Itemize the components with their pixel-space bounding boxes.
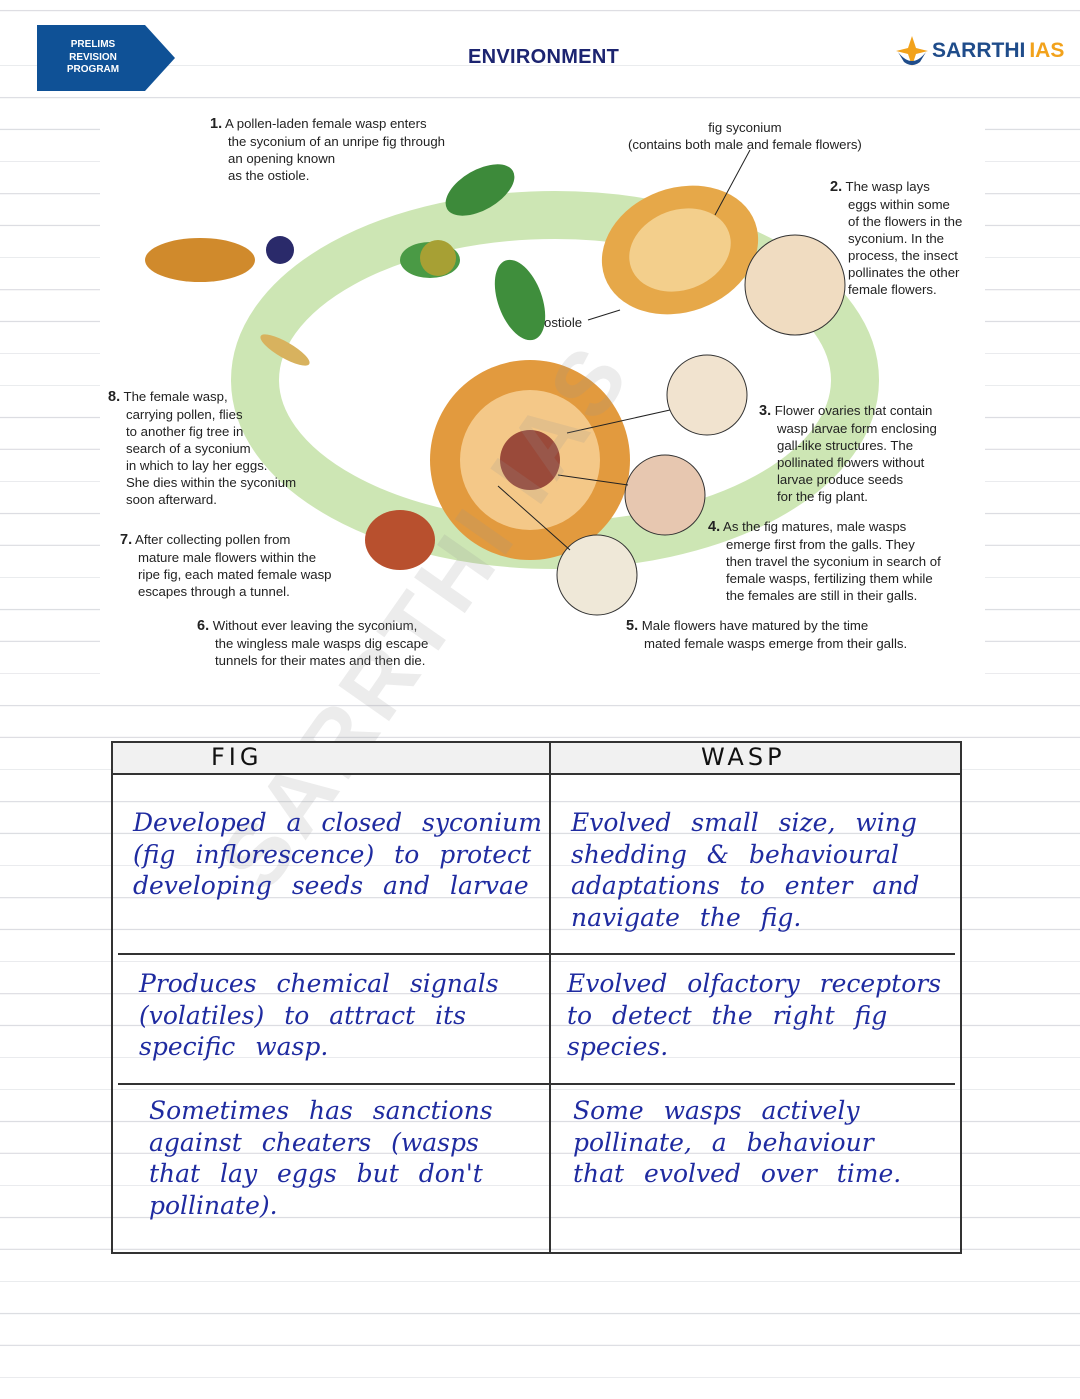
caption-line: process, the insect: [848, 248, 958, 263]
logo-star-icon: [896, 36, 928, 66]
fig-wasp-life-cycle-diagram: 1. A pollen-laden female wasp enters the …: [100, 100, 985, 680]
table-cell-fig-2: Produces chemical signals (volatiles) to…: [139, 969, 499, 1061]
caption-line: female wasps, fertilizing them while: [726, 571, 933, 586]
table-cell-fig-1: Developed a closed syconium (fig inflore…: [133, 808, 542, 900]
caption-line: mature male flowers within the: [138, 550, 317, 565]
step-number: 2.: [830, 179, 843, 195]
label-line: fig syconium: [708, 120, 782, 135]
caption-line: carrying pollen, flies: [126, 407, 243, 422]
caption-line: of the flowers in the: [848, 214, 963, 229]
badge-line: PROGRAM: [66, 64, 120, 75]
label-fig-syconium: fig syconium (contains both male and fema…: [628, 119, 862, 153]
caption-line: After collecting pollen from: [135, 532, 291, 547]
column-divider: [549, 743, 551, 1252]
badge-shape: [37, 25, 175, 91]
caption-line: syconium. In the: [848, 231, 945, 246]
wasps: [145, 236, 435, 570]
caption-line: mated female wasps emerge from their gal…: [644, 636, 908, 651]
step-number: 8.: [108, 389, 121, 405]
step-number: 5.: [626, 618, 639, 634]
step-number: 1.: [210, 116, 223, 132]
row-divider: [118, 1083, 955, 1085]
table-header-cell: WASP: [551, 743, 960, 775]
caption-line: larvae produce seeds: [777, 472, 904, 487]
header-wasp: WASP: [701, 743, 786, 771]
caption-line: then travel the syconium in search of: [726, 554, 941, 569]
caption-line: pollinated flowers without: [777, 455, 925, 470]
caption-step-3: 3. Flower ovaries that contain wasp larva…: [759, 402, 937, 505]
ripe-fig-cut: [430, 354, 748, 616]
label-line: (contains both male and female flowers): [628, 137, 862, 152]
badge-line: PRELIMS: [70, 39, 116, 50]
caption-line: soon afterward.: [126, 492, 217, 507]
header-fig: FIG: [211, 743, 263, 771]
caption-step-1: 1. A pollen-laden female wasp enters the …: [210, 115, 445, 184]
caption-line: A pollen-laden female wasp enters: [225, 116, 427, 131]
caption-line: an opening known: [228, 151, 336, 166]
caption-step-6: 6. Without ever leaving the syconium, the…: [197, 617, 428, 669]
caption-line: as the ostiole.: [228, 168, 310, 183]
table-header-cell: FIG: [113, 743, 549, 775]
caption-line: female flowers.: [848, 282, 937, 297]
logo-accent: IAS: [1029, 39, 1065, 62]
caption-line: Flower ovaries that contain: [774, 403, 933, 418]
diagram-illustration: [145, 149, 879, 616]
caption-step-8: 8. The female wasp, carrying pollen, flie…: [108, 388, 296, 508]
caption-line: ripe fig, each mated female wasp: [138, 567, 332, 582]
caption-line: eggs within some: [848, 197, 950, 212]
caption-line: The female wasp,: [123, 389, 228, 404]
step-number: 7.: [120, 532, 133, 548]
unripe-fig-cut: [601, 185, 846, 336]
row-divider: [118, 953, 955, 955]
table-cell-wasp-1: Evolved small size, wing shedding & beha…: [571, 808, 920, 932]
caption-line: for the fig plant.: [777, 489, 868, 504]
caption-line: search of a syconium: [126, 441, 251, 456]
caption-line: in which to lay her eggs.: [126, 458, 268, 473]
caption-step-2: 2. The wasp lays eggs within some of the f…: [830, 178, 962, 298]
caption-step-5: 5. Male flowers have matured by the time…: [626, 617, 907, 652]
caption-line: tunnels for their mates and then die.: [215, 653, 426, 668]
program-badge: PRELIMS REVISION PROGRAM: [37, 25, 175, 91]
badge-line: REVISION: [69, 51, 117, 63]
caption-line: gall-like structures. The: [777, 438, 914, 453]
caption-line: escapes through a tunnel.: [138, 584, 290, 599]
caption-line: the wingless male wasps dig escape: [215, 636, 429, 651]
caption-line: the females are still in their galls.: [726, 588, 918, 603]
caption-step-4: 4. As the fig matures, male wasps emerge …: [708, 518, 941, 604]
page-title: ENVIRONMENT: [468, 46, 620, 68]
table-cell-fig-3: Sometimes has sanctions against cheaters…: [149, 1096, 493, 1220]
table-cell-wasp-2: Evolved olfactory receptors to detect th…: [567, 969, 942, 1061]
caption-line: The wasp lays: [845, 179, 930, 194]
step-number: 3.: [759, 403, 772, 419]
label-ostiole: ostiole: [544, 315, 583, 330]
step-number: 4.: [708, 519, 721, 535]
fig-wasp-comparison-table: FIG WASP Developed a closed syconium (fi…: [111, 741, 962, 1254]
caption-line: the syconium of an unripe fig through: [228, 134, 445, 149]
caption-line: Without ever leaving the syconium,: [212, 618, 418, 633]
caption-line: As the fig matures, male wasps: [723, 519, 907, 534]
caption-line: She dies within the syconium: [126, 475, 297, 490]
caption-line: pollinates the other: [848, 265, 960, 280]
caption-step-7: 7. After collecting pollen from mature ma…: [120, 531, 332, 600]
fig-leaves: [400, 164, 546, 341]
logo: SARRTHI IAS: [896, 36, 1064, 66]
caption-line: Male flowers have matured by the time: [641, 618, 869, 633]
caption-line: emerge first from the galls. They: [726, 537, 915, 552]
caption-line: wasp larvae form enclosing: [777, 421, 937, 436]
step-number: 6.: [197, 618, 210, 634]
caption-line: to another fig tree in: [126, 424, 244, 439]
logo-text: SARRTHI: [932, 39, 1026, 62]
table-cell-wasp-3: Some wasps actively pollinate, a behavio…: [573, 1096, 902, 1188]
